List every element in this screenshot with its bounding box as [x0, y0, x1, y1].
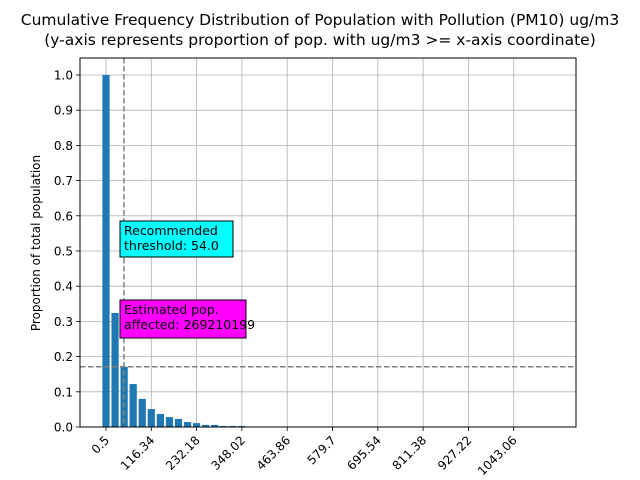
x-axis-ticks: 0.5 116.34 232.18 348.02 463.86 579.7 695.54 81… [89, 427, 520, 478]
x-tick-label: 927.22 [435, 433, 475, 473]
y-tick-label: 0.8 [54, 139, 73, 153]
y-axis-ticks: 0.0 0.1 0.2 0.3 0.4 0.5 0.6 0.7 0.8 0.9 1.0 [54, 69, 80, 435]
bar [229, 425, 237, 427]
bar [165, 417, 174, 427]
annotation-affected: Estimated pop.affected: 269210199 [119, 299, 255, 339]
x-tick-label: 579.7 [304, 433, 338, 467]
x-tick-label: 0.5 [89, 433, 112, 456]
annotation-box [119, 299, 247, 339]
y-tick-label: 1.0 [54, 69, 73, 83]
chart-title: Cumulative Frequency Distribution of Pop… [21, 11, 619, 29]
bar [129, 384, 137, 427]
y-axis-label: Proportion of total population [29, 155, 43, 331]
bar [238, 425, 246, 427]
bar [138, 398, 146, 427]
y-tick-label: 0.1 [54, 385, 73, 399]
bar [147, 409, 155, 427]
y-tick-label: 0.6 [54, 209, 73, 223]
y-tick-label: 0.3 [54, 315, 73, 329]
x-tick-label: 463.86 [254, 433, 294, 473]
bar [111, 312, 119, 427]
annotation-text: affected: 269210199 [124, 317, 255, 332]
y-tick-label: 0.7 [54, 174, 73, 188]
y-tick-label: 0.5 [54, 245, 73, 259]
annotation-text: Recommended [124, 223, 218, 238]
y-tick-label: 0.0 [54, 421, 73, 435]
annotation-text: threshold: 54.0 [124, 238, 219, 253]
annotation-text: Estimated pop. [124, 302, 219, 317]
x-tick-label: 232.18 [163, 433, 203, 473]
x-tick-label: 116.34 [118, 433, 158, 473]
bar [192, 423, 201, 427]
plot-frame [79, 57, 577, 428]
x-tick-label: 1043.06 [475, 433, 520, 478]
bar [156, 413, 164, 427]
bar [211, 424, 219, 427]
chart-subtitle: (y-axis represents proportion of pop. wi… [44, 31, 596, 49]
x-tick-label: 811.38 [390, 433, 430, 473]
annotation-box [119, 220, 234, 258]
bar [202, 424, 210, 427]
bar [174, 418, 183, 427]
y-tick-label: 0.2 [54, 350, 73, 364]
x-tick-label: 348.02 [208, 433, 248, 473]
x-tick-label: 695.54 [344, 433, 384, 473]
bar [183, 422, 192, 427]
y-tick-label: 0.4 [54, 280, 73, 294]
y-tick-label: 0.9 [54, 104, 73, 118]
bar [220, 425, 228, 427]
bar [102, 75, 110, 427]
